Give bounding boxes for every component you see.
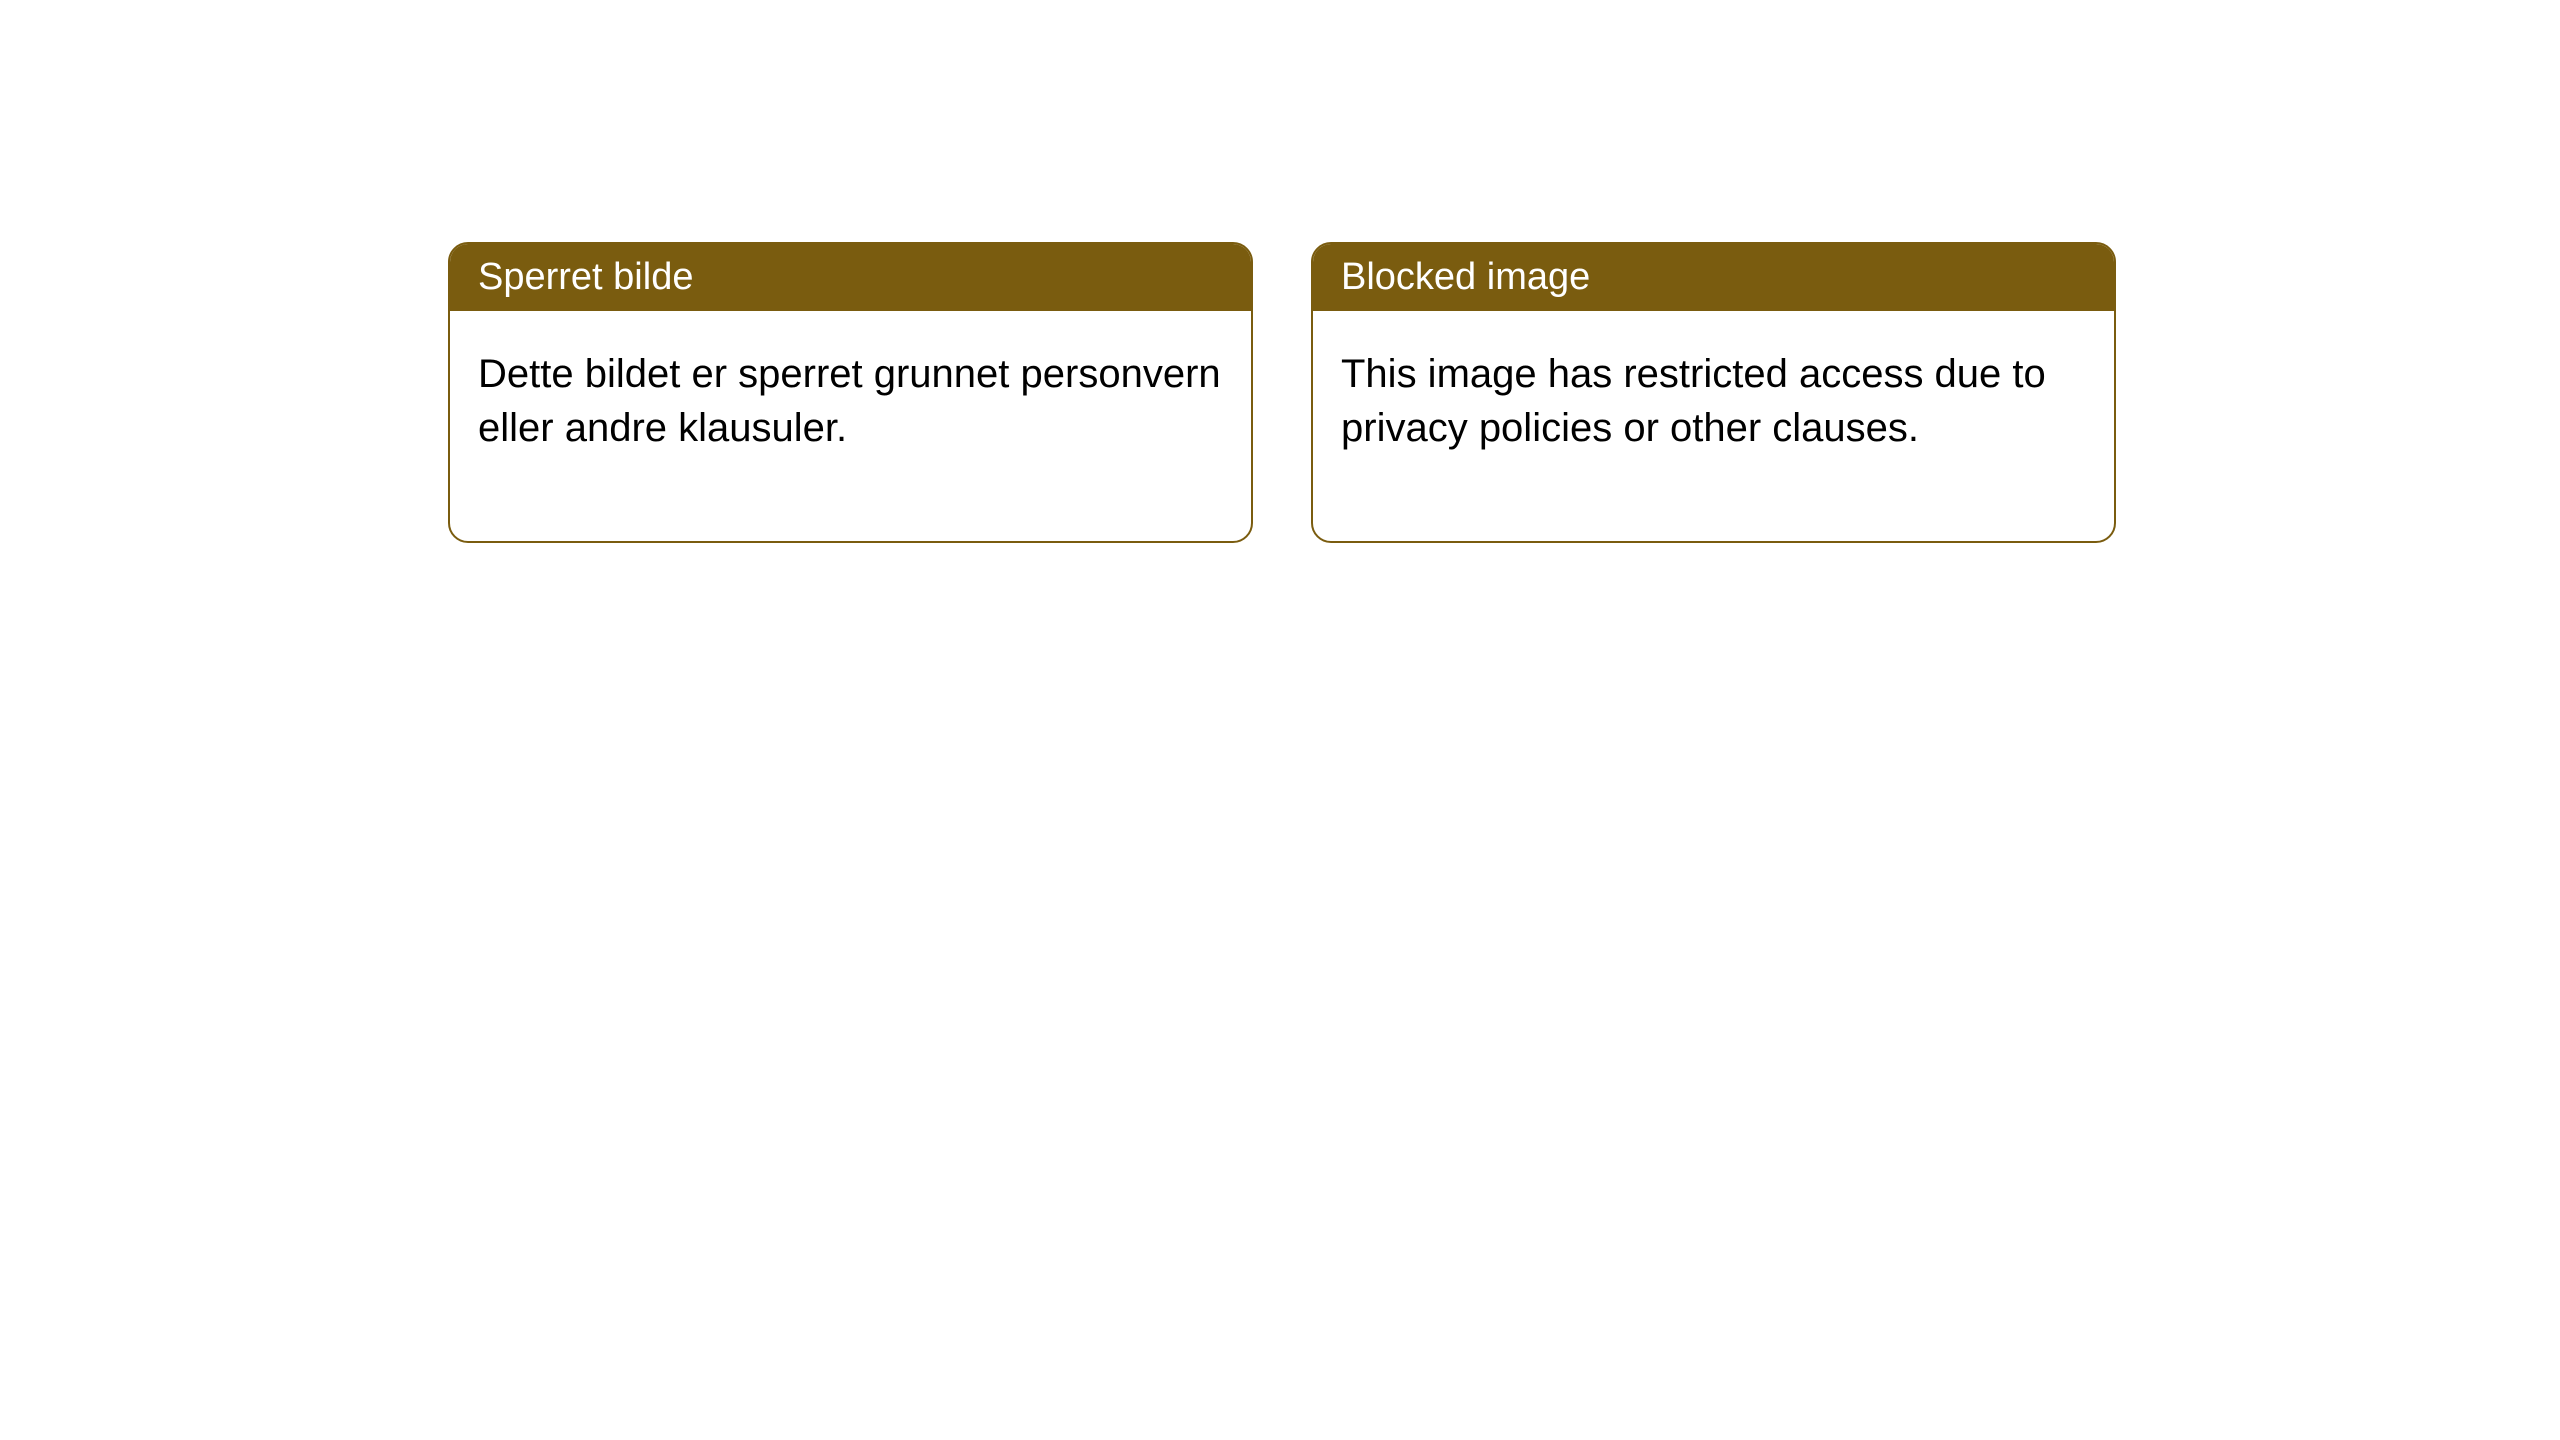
card-body-text: This image has restricted access due to … [1341, 352, 2046, 450]
card-header-text: Blocked image [1341, 256, 1590, 298]
notice-card-norwegian: Sperret bilde Dette bildet er sperret gr… [448, 242, 1253, 543]
card-body-text: Dette bildet er sperret grunnet personve… [478, 352, 1221, 450]
card-body: Dette bildet er sperret grunnet personve… [450, 311, 1251, 541]
card-body: This image has restricted access due to … [1313, 311, 2114, 541]
card-header: Sperret bilde [450, 244, 1251, 311]
notice-card-english: Blocked image This image has restricted … [1311, 242, 2116, 543]
card-header: Blocked image [1313, 244, 2114, 311]
notice-container: Sperret bilde Dette bildet er sperret gr… [448, 242, 2116, 543]
card-header-text: Sperret bilde [478, 256, 693, 298]
